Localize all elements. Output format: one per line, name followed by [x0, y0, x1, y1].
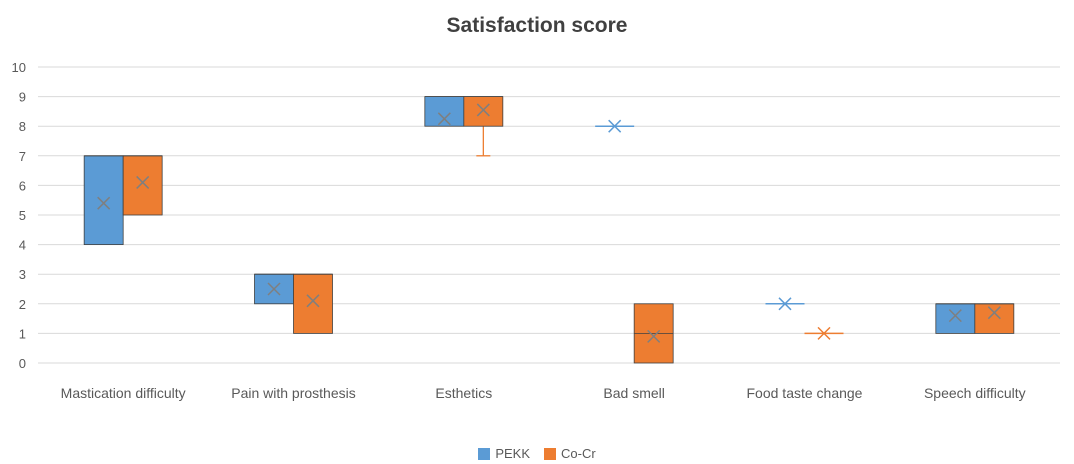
legend: PEKK Co-Cr	[0, 446, 1074, 461]
mean-marker-cocr-1	[306, 294, 320, 308]
x-tick-label-5: Speech difficulty	[924, 385, 1026, 401]
y-tick-label-6: 6	[19, 178, 26, 193]
legend-swatch-pekk	[478, 447, 491, 460]
box-lower-cocr-2	[463, 96, 503, 127]
x-tick-label-2: Esthetics	[435, 385, 492, 401]
x-tick-label-0: Mastication difficulty	[61, 385, 186, 401]
mean-marker-cocr-4	[817, 326, 831, 340]
box-upper-cocr-3	[634, 303, 674, 334]
x-tick-label-1: Pain with prosthesis	[231, 385, 356, 401]
legend-item-cocr: Co-Cr	[544, 446, 596, 461]
box-lower-cocr-0	[123, 155, 163, 215]
mean-marker-cocr-3	[647, 329, 661, 343]
y-tick-label-3: 3	[19, 267, 26, 282]
box-lower-cocr-5	[974, 303, 1014, 334]
mean-marker-pekk-2	[437, 112, 451, 126]
box-lower-pekk-0	[84, 155, 124, 245]
y-tick-label-8: 8	[19, 119, 26, 134]
y-tick-label-10: 10	[12, 60, 26, 75]
mean-marker-pekk-4	[778, 297, 792, 311]
y-tick-label-0: 0	[19, 356, 26, 371]
mean-marker-pekk-3	[608, 119, 622, 133]
legend-label-pekk: PEKK	[495, 446, 530, 461]
y-tick-label-7: 7	[19, 149, 26, 164]
legend-swatch-cocr	[544, 447, 556, 460]
mean-marker-cocr-2	[476, 103, 490, 117]
legend-item-pekk: PEKK	[478, 446, 530, 461]
y-tick-label-4: 4	[19, 238, 26, 253]
x-tick-label-4: Food taste change	[747, 385, 863, 401]
y-tick-label-5: 5	[19, 208, 26, 223]
y-tick-label-2: 2	[19, 297, 26, 312]
x-tick-label-3: Bad smell	[603, 385, 664, 401]
box-lower-pekk-2	[424, 96, 464, 127]
box-lower-cocr-1	[293, 274, 333, 334]
box-lower-pekk-5	[935, 303, 975, 334]
mean-marker-pekk-1	[267, 282, 281, 296]
mean-marker-pekk-0	[97, 196, 111, 210]
box-lower-cocr-3	[634, 333, 674, 363]
y-tick-label-9: 9	[19, 90, 26, 105]
chart-title: Satisfaction score	[446, 14, 628, 37]
y-tick-label-1: 1	[19, 326, 26, 341]
mean-marker-cocr-0	[136, 175, 150, 189]
mean-marker-pekk-5	[948, 309, 962, 323]
mean-marker-cocr-5	[987, 306, 1001, 320]
legend-label-cocr: Co-Cr	[561, 446, 596, 461]
